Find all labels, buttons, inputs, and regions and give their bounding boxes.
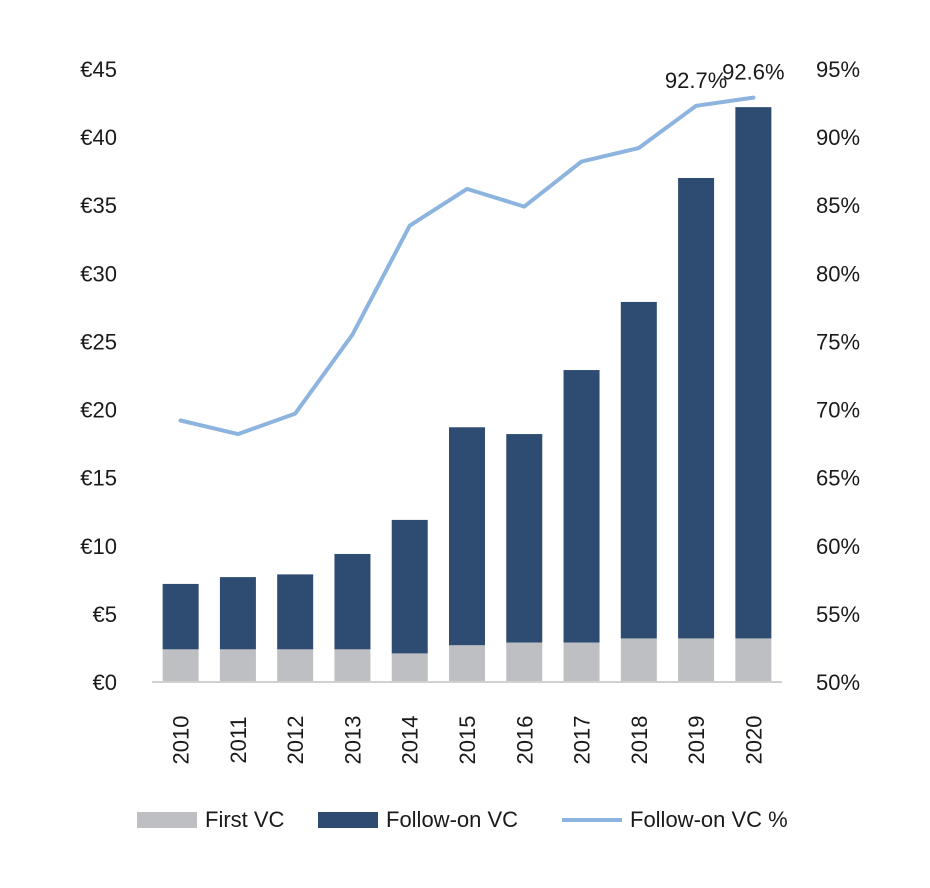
- data-label-2019: 92.7%: [665, 68, 727, 93]
- y-left-tick-label: €45: [80, 57, 117, 82]
- line-follow-on-vc-pct: [178, 95, 756, 437]
- y-right-tick-label: 70%: [816, 398, 860, 423]
- x-tick-label-2019: 2019: [684, 716, 709, 765]
- legend: First VC Follow-on VC Follow-on VC %: [0, 800, 930, 840]
- y-axis-right-ticks: 50% 55% 60% 65% 70% 75% 80% 85% 90% 95%: [816, 57, 860, 695]
- x-tick-label-2016: 2016: [512, 716, 537, 765]
- legend-swatch-first-vc: [137, 812, 197, 828]
- bar-first-vc-2019: [678, 638, 715, 682]
- bar-first-vc-2014: [391, 653, 428, 682]
- data-labels: 92.7%92.6%: [665, 60, 785, 93]
- bar-first-vc-2018: [620, 638, 657, 682]
- x-tick-label-2018: 2018: [627, 716, 652, 765]
- x-tick-label-2015: 2015: [455, 716, 480, 765]
- y-left-tick-label: €25: [80, 329, 117, 354]
- y-right-tick-label: 95%: [816, 57, 860, 82]
- legend-item-follow-on-vc: Follow-on VC: [318, 800, 518, 840]
- x-tick-label-2011: 2011: [226, 716, 251, 763]
- x-tick-label-2012: 2012: [283, 716, 308, 765]
- y-right-tick-label: 90%: [816, 125, 860, 150]
- x-tick-label-2010: 2010: [169, 716, 194, 765]
- y-right-tick-label: 60%: [816, 534, 860, 559]
- data-label-2020: 92.6%: [722, 60, 784, 85]
- bar-follow-on-vc-2019: [678, 177, 715, 639]
- bar-series: [162, 107, 772, 682]
- legend-swatch-follow-on-vc: [318, 812, 378, 828]
- x-tick-label-2020: 2020: [741, 716, 766, 765]
- y-right-tick-label: 85%: [816, 193, 860, 218]
- bar-first-vc-2020: [735, 638, 772, 682]
- bar-follow-on-vc-2018: [620, 301, 657, 639]
- y-left-tick-label: €0: [93, 670, 117, 695]
- legend-label-follow-on-vc-pct: Follow-on VC %: [630, 807, 788, 832]
- y-right-tick-label: 50%: [816, 670, 860, 695]
- bar-first-vc-2011: [219, 649, 256, 682]
- bar-first-vc-2013: [334, 649, 371, 682]
- bar-follow-on-vc-2010: [162, 583, 199, 650]
- bar-follow-on-vc-2011: [219, 577, 256, 650]
- bar-follow-on-vc-2012: [277, 574, 314, 650]
- x-tick-label-2013: 2013: [340, 716, 365, 765]
- bar-follow-on-vc-2015: [449, 427, 485, 646]
- y-right-tick-label: 80%: [816, 261, 860, 286]
- bar-first-vc-2017: [563, 642, 600, 682]
- bar-first-vc-2012: [277, 649, 314, 682]
- bar-follow-on-vc-2017: [563, 370, 600, 643]
- bar-first-vc-2010: [162, 649, 199, 682]
- legend-label-follow-on-vc: Follow-on VC: [386, 807, 519, 832]
- legend-swatch-follow-on-vc-pct: [562, 818, 622, 822]
- bar-follow-on-vc-2020: [735, 107, 772, 639]
- bar-follow-on-vc-2014: [391, 519, 428, 654]
- legend-item-first-vc: First VC: [137, 800, 284, 840]
- y-left-tick-label: €10: [80, 534, 117, 559]
- x-tick-label-2017: 2017: [570, 716, 595, 765]
- legend-label-first-vc: First VC: [205, 807, 285, 832]
- y-left-tick-label: €20: [80, 398, 117, 423]
- y-right-tick-label: 55%: [816, 602, 860, 627]
- bar-follow-on-vc-2016: [506, 434, 543, 643]
- bar-first-vc-2016: [506, 642, 543, 682]
- line-series: [178, 95, 756, 437]
- bar-follow-on-vc-2013: [334, 553, 371, 650]
- y-left-tick-label: €35: [80, 193, 117, 218]
- x-tick-label-2014: 2014: [398, 716, 423, 765]
- bar-first-vc-2015: [449, 645, 485, 682]
- legend-item-follow-on-vc-pct: Follow-on VC %: [562, 800, 788, 840]
- y-right-tick-label: 75%: [816, 329, 860, 354]
- y-axis-left-ticks: €0 €5 €10 €15 €20 €25 €30 €35 €40 €45: [80, 57, 117, 695]
- y-left-tick-label: €5: [93, 602, 117, 627]
- x-axis-ticks: 2010 2011 2012 2013 2014 2015 2016 2017 2018 2019…: [169, 716, 767, 765]
- y-left-tick-label: €40: [80, 125, 117, 150]
- y-left-tick-label: €30: [80, 261, 117, 286]
- y-left-tick-label: €15: [80, 466, 117, 491]
- y-right-tick-label: 65%: [816, 466, 860, 491]
